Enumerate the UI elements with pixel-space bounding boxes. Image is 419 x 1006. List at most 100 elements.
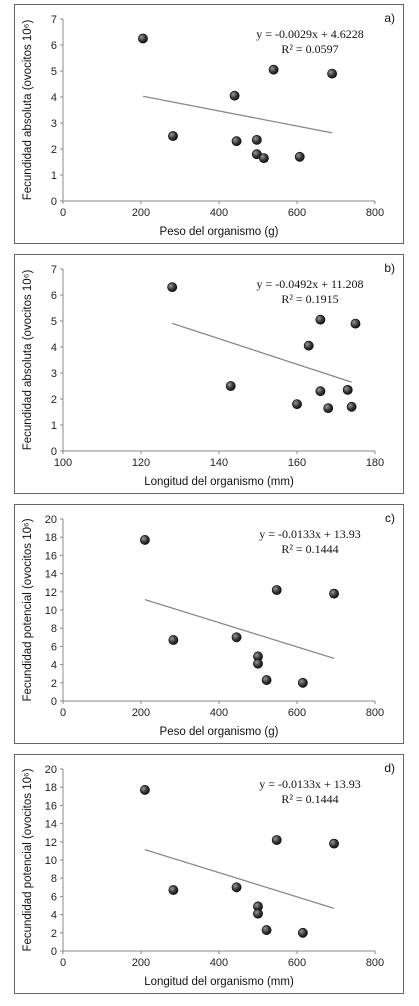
y-tick-label: 4 [51, 92, 57, 104]
x-tick-label: 0 [60, 207, 66, 219]
x-axis-label: Longitud del organismo (mm) [144, 476, 294, 488]
y-tick-label: 6 [51, 641, 57, 653]
regression-equation: y = -0.0133x + 13.93 [259, 527, 361, 541]
y-tick-label: 3 [51, 368, 57, 380]
y-tick-label: 18 [45, 532, 57, 544]
y-tick-label: 6 [51, 891, 57, 903]
x-tick-label: 600 [288, 707, 306, 719]
y-tick-label: 8 [51, 623, 57, 635]
data-point [327, 68, 337, 79]
y-tick-label: 10 [45, 855, 57, 867]
y-tick-label: 5 [51, 66, 57, 78]
y-tick-label: 12 [45, 587, 57, 599]
y-tick-label: 16 [45, 550, 57, 562]
panel-label: d) [384, 761, 395, 775]
data-point [229, 90, 240, 101]
regression-equation: y = -0.0492x + 11.208 [256, 277, 363, 291]
data-point [168, 885, 179, 895]
data-point [168, 635, 179, 645]
r-squared: R² = 0.1915 [281, 292, 338, 306]
y-tick-label: 0 [51, 696, 57, 708]
y-tick-label: 0 [51, 446, 57, 458]
trendline [144, 849, 335, 909]
y-tick-label: 18 [45, 782, 57, 794]
data-point [138, 33, 148, 44]
y-tick-label: 0 [51, 946, 57, 958]
x-tick-label: 160 [288, 457, 306, 469]
x-tick-label: 0 [60, 957, 66, 969]
x-tick-label: 200 [132, 707, 150, 719]
data-point [268, 64, 279, 75]
y-tick-label: 4 [51, 910, 57, 922]
data-point [297, 677, 308, 688]
chart-a: 0 200 400 600 800 0 1 2 3 4 5 6 7 Peso del organismo … [22, 11, 395, 238]
chart-panel-a: 0 200 400 600 800 0 1 2 3 4 5 6 7 Peso del organismo … [14, 4, 404, 244]
y-tick-label: 20 [45, 514, 57, 526]
x-axis-label: Longitud del organismo (mm) [144, 976, 294, 988]
x-tick-label: 400 [210, 957, 228, 969]
trendline [144, 599, 335, 659]
y-axis-label: Fecundidad potencial (ovocitos 10⁶) [22, 518, 34, 701]
data-point [231, 882, 242, 893]
y-tick-label: 0 [51, 196, 57, 208]
data-point [261, 925, 272, 935]
x-tick-label: 400 [210, 207, 228, 219]
y-tick-label: 14 [45, 819, 57, 831]
y-tick-label: 7 [51, 14, 57, 26]
chart-panel-d: 0 200 400 600 800 0 2 4 6 8 10 12 14 16 18 20 Longitud d… [14, 754, 404, 994]
x-tick-label: 120 [132, 457, 150, 469]
r-squared: R² = 0.0597 [281, 42, 338, 56]
y-tick-label: 6 [51, 40, 57, 52]
panel-label: c) [385, 511, 395, 525]
data-point [168, 131, 178, 141]
data-point [297, 927, 308, 938]
data-point [315, 386, 326, 397]
x-tick-label: 800 [366, 207, 384, 219]
x-tick-label: 800 [366, 957, 384, 969]
r-squared: R² = 0.1444 [281, 792, 338, 806]
r-squared: R² = 0.1444 [281, 542, 338, 556]
y-tick-label: 10 [45, 605, 57, 617]
data-point [261, 675, 272, 685]
regression-equation: y = -0.0029x + 4.6228 [256, 27, 364, 41]
trendline [142, 95, 333, 134]
data-point [253, 658, 263, 669]
data-point [253, 908, 263, 919]
chart-c: 0 200 400 600 800 0 2 4 6 8 10 12 14 16 18 20 Peso del o… [22, 511, 395, 738]
trendline [171, 322, 352, 383]
x-tick-label: 200 [132, 207, 150, 219]
x-tick-label: 600 [288, 207, 306, 219]
data-point [294, 151, 305, 162]
y-tick-label: 3 [51, 118, 57, 130]
x-tick-label: 200 [132, 957, 150, 969]
y-tick-label: 20 [45, 764, 57, 776]
data-point [329, 588, 339, 599]
data-point [231, 632, 242, 643]
y-tick-label: 1 [51, 170, 57, 182]
x-tick-label: 600 [288, 957, 306, 969]
data-point [258, 153, 269, 163]
x-tick-label: 180 [366, 457, 384, 469]
data-point [167, 282, 178, 293]
x-tick-label: 0 [60, 707, 66, 719]
panel-label: a) [384, 11, 395, 25]
y-tick-label: 8 [51, 873, 57, 885]
x-tick-label: 400 [210, 707, 228, 719]
y-tick-label: 7 [51, 264, 57, 276]
y-tick-label: 4 [51, 342, 57, 354]
data-point [329, 838, 339, 849]
y-tick-label: 4 [51, 660, 57, 672]
data-point [271, 585, 282, 595]
y-tick-label: 2 [51, 144, 57, 156]
data-point [231, 136, 242, 147]
y-axis-label: Fecundidad potencial (ovocitos 10⁶) [22, 768, 34, 951]
y-tick-label: 6 [51, 290, 57, 302]
y-tick-label: 1 [51, 420, 57, 432]
data-point [225, 381, 236, 391]
regression-equation: y = -0.0133x + 13.93 [259, 777, 361, 791]
data-point [292, 399, 302, 410]
chart-panel-c: 0 200 400 600 800 0 2 4 6 8 10 12 14 16 18 20 Peso del o… [14, 504, 404, 744]
data-point [251, 134, 262, 145]
panel-label: b) [384, 261, 395, 275]
x-axis-label: Peso del organismo (g) [160, 726, 279, 738]
